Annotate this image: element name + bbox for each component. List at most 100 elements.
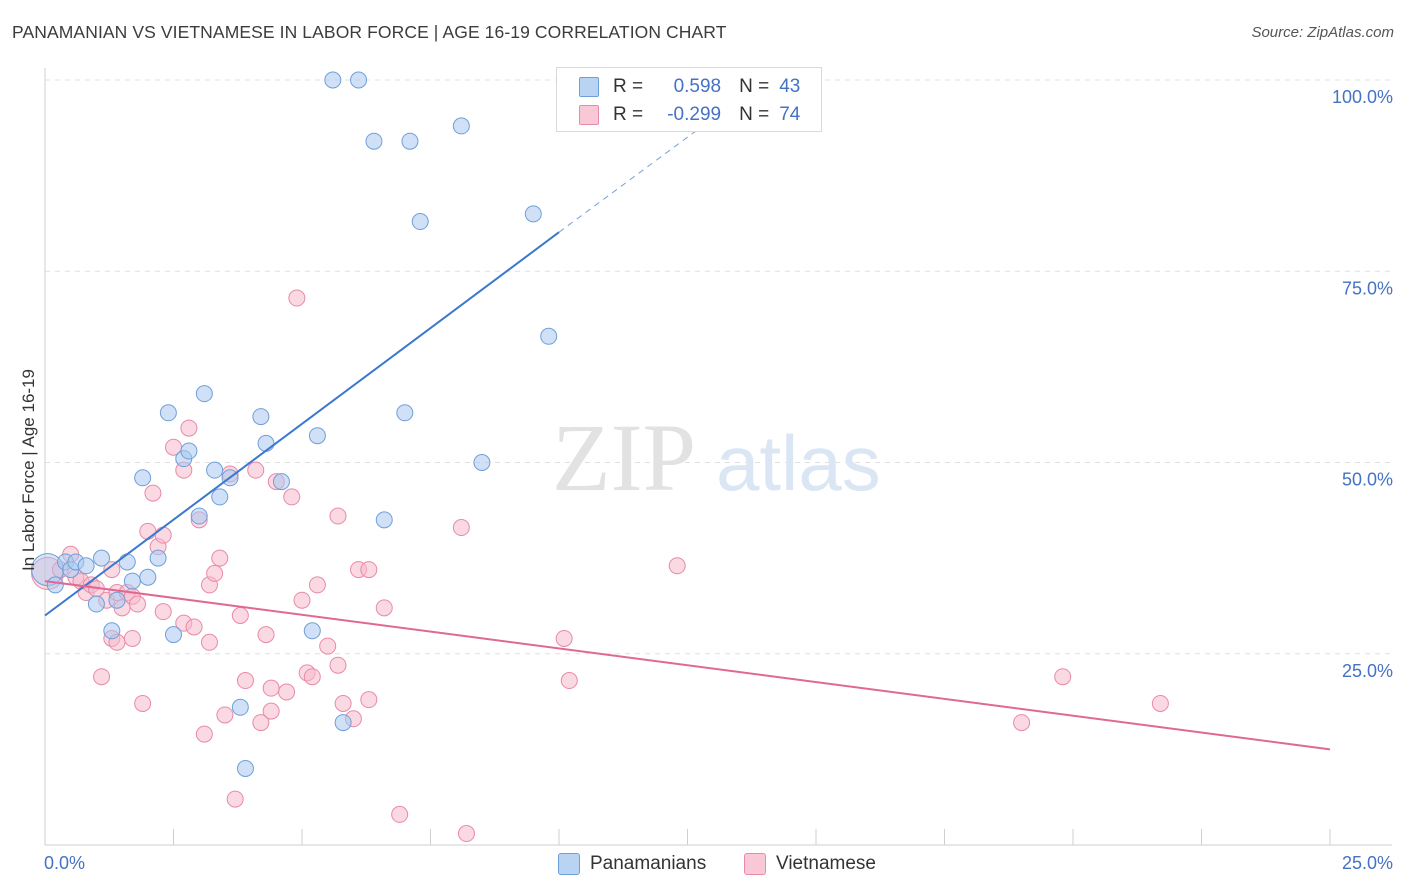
panamanian-point	[139, 568, 157, 586]
vietnamese-point	[288, 289, 306, 307]
legend-swatch-pink	[579, 105, 599, 125]
vietnamese-point	[93, 668, 111, 686]
y-tick-label: 100.0%	[1332, 87, 1393, 107]
vietnamese-point	[334, 694, 352, 712]
panamanian-point	[206, 461, 224, 479]
vietnamese-point	[329, 507, 347, 525]
vietnamese-point	[134, 694, 152, 712]
vietnamese-point	[262, 679, 280, 697]
vietnamese-point	[1054, 668, 1072, 686]
vietnamese-point	[1013, 714, 1031, 732]
watermark: ZIP atlas	[552, 404, 881, 511]
panamanian-point	[524, 205, 542, 223]
panamanian-point	[103, 622, 121, 640]
vietnamese-point	[226, 790, 244, 808]
panamanian-point	[87, 595, 105, 613]
vietnamese-point	[247, 461, 265, 479]
bottom-legend-panamanians: Panamanians	[558, 851, 706, 877]
panamanian-point	[165, 626, 182, 644]
panamanian-point	[149, 549, 167, 567]
panamanian-point	[365, 132, 383, 150]
panamanian-point	[180, 442, 198, 460]
tick-labels: 25.0% 50.0% 75.0% 100.0% 0.0% 25.0%	[44, 87, 1393, 873]
chart-title: PANAMANIAN VS VIETNAMESE IN LABOR FORCE …	[12, 22, 727, 42]
panamanian-point	[452, 117, 470, 135]
vietnamese-point	[283, 488, 301, 506]
panamanian-point	[396, 404, 414, 422]
vietnamese-trend-line	[44, 580, 1331, 751]
legend-n-value: 74	[779, 104, 801, 125]
vietnamese-point	[180, 419, 198, 437]
bottom-legend-swatch-blue	[558, 853, 580, 875]
vietnamese-point	[231, 607, 249, 624]
axes	[44, 68, 1392, 846]
series-panamanians-points	[31, 71, 558, 777]
vietnamese-point	[391, 805, 409, 823]
x-tick-label: 0.0%	[44, 853, 85, 873]
vietnamese-point	[257, 626, 275, 644]
vietnamese-point	[375, 599, 393, 617]
vietnamese-point	[360, 561, 378, 579]
panamanian-point	[231, 698, 249, 716]
bottom-legend-label: Panamanians	[590, 853, 707, 874]
panamanian-point	[375, 511, 393, 529]
vietnamese-point	[457, 825, 475, 843]
panamanian-point	[540, 327, 558, 345]
vietnamese-point	[278, 683, 296, 701]
panamanian-point	[272, 473, 290, 491]
vietnamese-point	[129, 595, 147, 613]
panamanian-point	[257, 434, 275, 452]
panamanian-point	[123, 572, 141, 590]
legend-r-label: R =	[613, 76, 644, 97]
y-tick-label: 50.0%	[1342, 470, 1393, 490]
stats-legend: R = 0.598 N = 43 R = -0.299 N = 74	[556, 67, 822, 132]
panamanian-point	[411, 213, 429, 231]
y-tick-label: 25.0%	[1342, 661, 1393, 681]
vietnamese-point	[185, 618, 203, 636]
legend-n-label: N =	[739, 76, 770, 97]
panamanian-point	[211, 488, 229, 506]
panamanian-point	[195, 385, 213, 403]
panamanians-trend-line	[44, 231, 560, 617]
gridlines	[45, 79, 1392, 655]
legend-row-vietnamese: R = -0.299 N = 74	[579, 101, 800, 129]
panamanian-point	[473, 454, 491, 471]
panamanian-point	[401, 132, 419, 150]
vietnamese-point	[252, 714, 270, 732]
y-axis-title: In Labor Force | Age 16-19	[19, 369, 38, 571]
x-tick-label: 25.0%	[1342, 853, 1393, 873]
panamanian-point	[190, 507, 208, 525]
panamanian-point	[159, 404, 177, 422]
panamanian-point	[93, 549, 111, 567]
source-credit: Source: ZipAtlas.com	[1251, 24, 1394, 41]
bottom-legend-swatch-pink	[744, 853, 766, 875]
vietnamese-point	[1151, 694, 1169, 712]
panamanian-point	[334, 714, 352, 732]
vietnamese-point	[236, 672, 254, 690]
panamanian-point	[252, 408, 270, 426]
watermark-zip: ZIP	[552, 404, 696, 511]
vietnamese-point	[154, 603, 172, 621]
vietnamese-point	[123, 629, 141, 647]
legend-swatch-blue	[579, 77, 599, 97]
legend-r-value: 0.598	[673, 76, 722, 97]
panamanian-point	[236, 760, 254, 777]
vietnamese-point	[195, 725, 213, 743]
trend-lines	[44, 106, 1331, 751]
y-tick-label: 75.0%	[1342, 278, 1393, 298]
legend-r-label: R =	[613, 104, 644, 125]
panamanian-point	[46, 576, 64, 594]
legend-row-panamanians: R = 0.598 N = 43	[579, 73, 800, 101]
vietnamese-point	[452, 519, 470, 537]
panamanian-point	[108, 591, 126, 609]
vietnamese-point	[139, 522, 157, 540]
vietnamese-point	[103, 561, 121, 579]
vietnamese-point	[293, 591, 311, 609]
vietnamese-point	[303, 668, 321, 686]
panamanian-point	[118, 553, 136, 571]
vietnamese-point	[262, 702, 280, 720]
series-vietnamese-points	[31, 289, 1169, 843]
panamanian-point	[77, 557, 95, 575]
vietnamese-point	[319, 637, 337, 655]
